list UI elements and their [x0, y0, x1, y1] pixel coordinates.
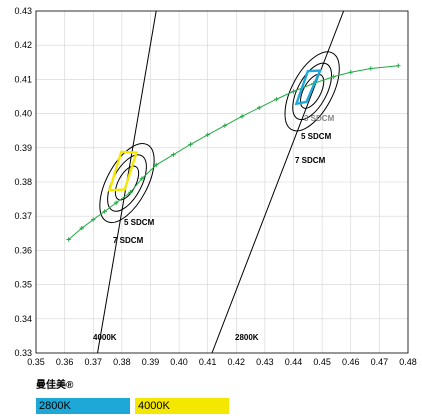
chromaticity-chart: 0.35 0.36 0.37 0.38 0.39 0.40 0.41 0.42 0.43 0.44… — [14, 6, 417, 367]
locus-point-marker — [396, 63, 401, 68]
locus-point-marker — [257, 105, 262, 110]
x-tick-label: 0.42 — [228, 357, 246, 367]
x-tick-label: 0.40 — [170, 357, 188, 367]
x-tick-label: 0.47 — [371, 357, 389, 367]
sdcm-label-3-right: 3 SDCM — [304, 114, 335, 123]
y-tick-label: 0.43 — [14, 6, 32, 16]
locus-point-marker — [368, 66, 373, 71]
x-tick-label: 0.38 — [113, 357, 131, 367]
x-tick-label: 0.45 — [313, 357, 331, 367]
planckian-locus — [66, 63, 401, 242]
sdcm-label-5-left: 5 SDCM — [124, 218, 155, 227]
y-tick-label: 0.39 — [14, 143, 32, 153]
y-tick-label: 0.38 — [14, 177, 32, 187]
sdcm-ellipse-7-step — [284, 51, 340, 132]
plot-content — [66, 11, 401, 353]
sdcm-label-5-right: 5 SDCM — [301, 132, 332, 141]
x-tick-label: 0.44 — [285, 357, 303, 367]
locus-point-marker — [79, 225, 84, 231]
bin-quad-4000k — [107, 150, 139, 192]
locus-point-marker — [291, 89, 296, 94]
locus-point-marker — [128, 190, 133, 195]
cct-label-4000k: 4000K — [93, 333, 117, 342]
y-tick-label: 0.41 — [14, 74, 32, 84]
sdcm-ellipse-7-step — [99, 143, 155, 224]
locus-point-marker — [66, 237, 71, 242]
x-tick-label: 0.43 — [256, 357, 274, 367]
locus-point-marker — [188, 142, 193, 147]
x-tick-label: 0.36 — [56, 357, 74, 367]
legend-swatch-2800k: 2800K — [36, 398, 130, 414]
x-tick-label: 0.35 — [27, 357, 45, 367]
x-tick-label: 0.41 — [199, 357, 217, 367]
y-tick-label: 0.33 — [14, 348, 32, 358]
sdcm-label-7-left: 7 SDCM — [113, 236, 144, 245]
plot-border — [35, 10, 409, 354]
locus-point-marker — [222, 123, 228, 128]
y-tick-label: 0.40 — [14, 109, 32, 119]
locus-point-marker — [91, 217, 96, 222]
x-axis-ticks: 0.35 0.36 0.37 0.38 0.39 0.40 0.41 0.42 0.43 0.44… — [27, 357, 417, 367]
bin-quadrangles — [107, 69, 323, 192]
locus-point-marker — [102, 209, 107, 214]
x-tick-label: 0.37 — [84, 357, 102, 367]
locus-point-marker — [331, 74, 336, 79]
locus-point-marker — [171, 152, 176, 157]
sdcm-label-7-right: 7 SDCM — [295, 156, 326, 165]
cct-line-2800k — [211, 11, 345, 353]
y-tick-label: 0.35 — [14, 280, 32, 290]
x-tick-label: 0.39 — [142, 357, 160, 367]
locus-point-marker — [205, 132, 210, 138]
y-tick-label: 0.36 — [14, 245, 32, 255]
sdcm-ellipse-5-step — [292, 62, 333, 121]
locus-point-marker — [239, 114, 245, 119]
y-axis-ticks: 0.33 0.34 0.35 0.36 0.37 0.38 0.39 0.40 0.41 0.42… — [14, 6, 32, 358]
y-tick-label: 0.42 — [14, 40, 32, 50]
y-tick-label: 0.37 — [14, 211, 32, 221]
locus-point-marker — [274, 97, 279, 102]
brand-name: 曼佳美® — [36, 380, 74, 391]
locus-point-marker — [139, 176, 145, 181]
x-tick-label: 0.46 — [342, 357, 360, 367]
locus-point-marker — [113, 200, 119, 206]
locus-point-marker — [153, 162, 159, 168]
y-tick-label: 0.34 — [14, 314, 32, 324]
cct-label-2800k: 2800K — [235, 333, 259, 342]
bin-quad-2800k — [294, 69, 323, 106]
x-tick-label: 0.48 — [399, 357, 417, 367]
locus-point-marker — [348, 70, 353, 75]
legend-swatch-4000k: 4000K — [135, 398, 229, 414]
